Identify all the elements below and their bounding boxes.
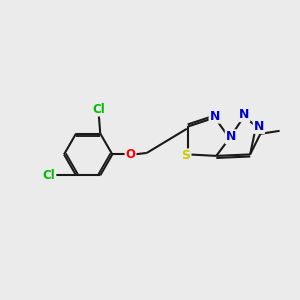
Text: O: O: [126, 148, 136, 161]
Text: N: N: [239, 108, 249, 121]
Text: N: N: [226, 130, 236, 143]
Text: N: N: [210, 110, 220, 123]
Text: N: N: [254, 120, 264, 133]
Text: Cl: Cl: [92, 103, 105, 116]
Text: S: S: [182, 149, 190, 162]
Text: Cl: Cl: [43, 169, 56, 182]
